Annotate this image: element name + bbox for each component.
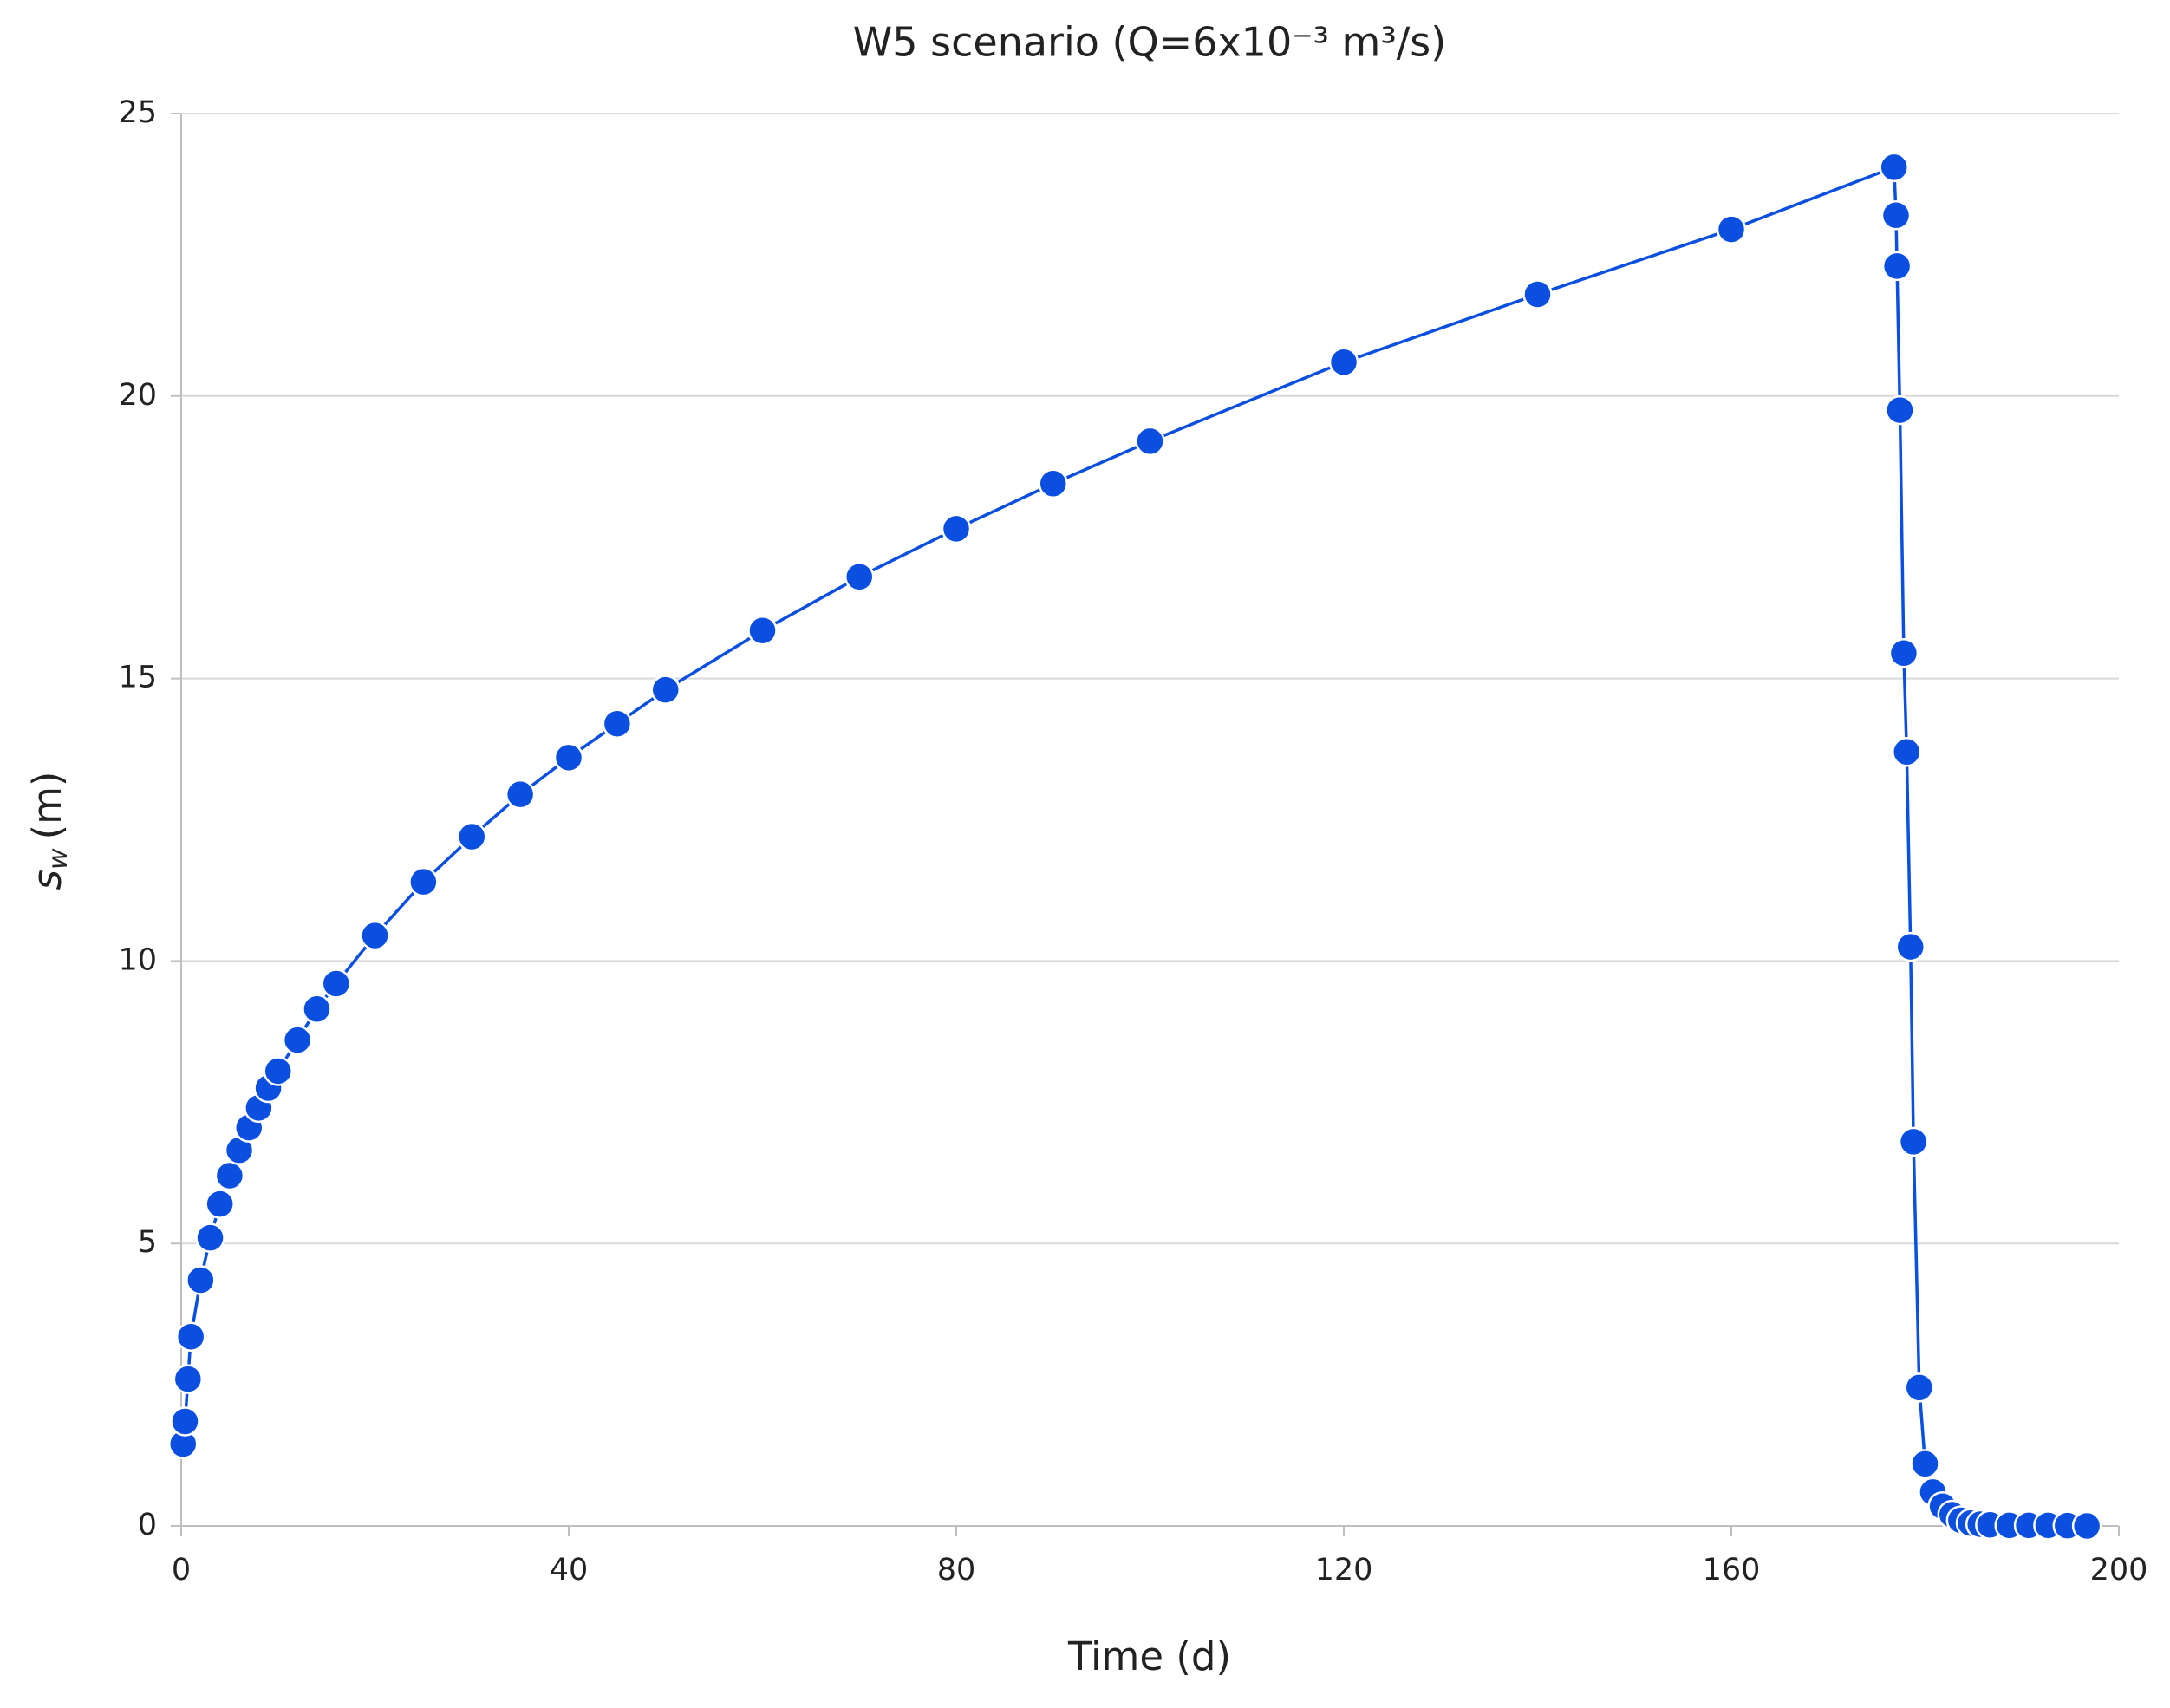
data-point [282,1025,313,1055]
data-point [1880,200,1912,231]
x-tick-label: 40 [550,1553,589,1587]
y-axis-subscript: w [43,848,74,870]
data-point [321,968,352,999]
data-point [941,513,972,544]
data-point [360,920,390,951]
data-point [844,562,875,592]
data-point [1135,426,1165,457]
data-point [457,821,487,852]
data-point [505,779,536,810]
data-point [263,1056,293,1086]
y-tick-label: 20 [118,378,157,413]
y-axis-title: sw (m) [24,772,74,890]
x-tick-label: 120 [1315,1553,1373,1587]
data-point [186,1265,216,1295]
data-point [2071,1510,2102,1542]
y-axis-unit: (m) [24,772,70,840]
data-point [205,1189,235,1219]
data-point [1904,1372,1935,1403]
data-point [195,1222,225,1253]
data-point [1885,394,1915,426]
y-tick-label: 25 [118,95,157,130]
data-point [1898,1126,1929,1157]
data-point [1328,347,1359,377]
y-tick-label: 15 [118,661,157,695]
data-point [1892,737,1922,767]
data-point [214,1160,245,1191]
y-tick-label: 5 [138,1225,157,1260]
data-point [1716,214,1747,244]
data-point [602,708,633,739]
data-point [1879,152,1909,183]
data-point [408,866,439,897]
data-point [1910,1449,1940,1479]
data-point [1888,638,1919,668]
y-axis-symbol: s [24,870,70,890]
data-point [553,742,584,773]
x-tick-label: 200 [2090,1553,2148,1587]
y-tick-label: 10 [118,942,157,977]
data-point [650,675,681,705]
data-point [1881,251,1913,282]
data-point [173,1364,204,1394]
x-tick-label: 160 [1703,1553,1761,1587]
y-tick-label: 0 [138,1508,157,1542]
data-point [175,1321,206,1352]
data-point [170,1406,200,1437]
data-point [1038,468,1068,499]
x-tick-label: 0 [172,1553,191,1587]
x-axis-title: Time (d) [1067,1633,1231,1679]
data-point [1895,931,1926,962]
data-point [302,994,332,1025]
data-point [747,615,778,646]
data-point [1522,279,1553,310]
x-tick-label: 80 [937,1553,976,1587]
chart-title: W5 scenario (Q=6x10⁻³ m³/s) [853,19,1446,66]
